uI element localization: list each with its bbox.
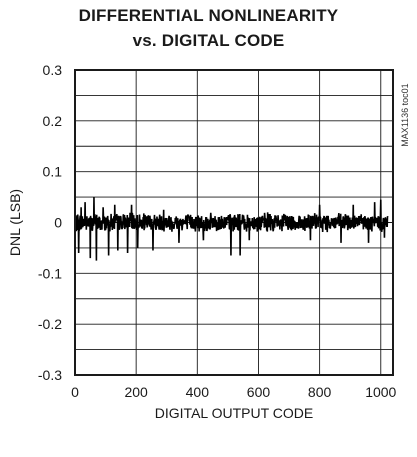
x-tick-labels: 0 200 400 600 800 1000 [71, 384, 396, 400]
dnl-series-line [74, 197, 389, 261]
x-axis-label: DIGITAL OUTPUT CODE [155, 405, 313, 421]
x-tick-label: 1000 [365, 384, 396, 400]
y-tick-label: -0.3 [38, 367, 62, 383]
y-tick-label: -0.2 [38, 316, 62, 332]
plot-frame [74, 69, 394, 376]
grid-lines [75, 70, 393, 375]
x-tick-label: 400 [186, 384, 210, 400]
y-tick-label: 0 [54, 215, 62, 231]
x-tick-label: 800 [308, 384, 332, 400]
x-tick-label: 0 [71, 384, 79, 400]
y-tick-label: 0.1 [43, 164, 63, 180]
dnl-trace [74, 197, 389, 261]
y-tick-label: -0.1 [38, 265, 62, 281]
x-tick-label: 200 [124, 384, 148, 400]
y-tick-label: 0.2 [43, 113, 63, 129]
y-tick-labels: 0.3 0.2 0.1 0 -0.1 -0.2 -0.3 [38, 62, 62, 383]
figure-id-label: MAX1136 toc01 [400, 83, 410, 146]
y-tick-label: 0.3 [43, 62, 63, 78]
x-tick-label: 600 [247, 384, 271, 400]
chart-title: DIFFERENTIAL NONLINEARITY [78, 6, 339, 25]
y-axis-label: DNL (LSB) [7, 189, 23, 256]
chart-subtitle: vs. DIGITAL CODE [132, 31, 285, 50]
